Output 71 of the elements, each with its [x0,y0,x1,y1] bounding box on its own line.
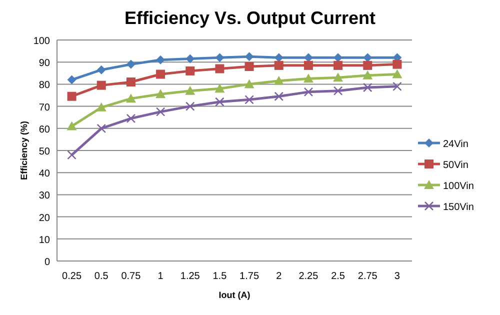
point [303,74,314,83]
point [156,107,166,116]
x-tick-label: 1.75 [240,271,260,282]
y-tick-label: 10 [38,234,50,246]
point [126,77,136,86]
point [392,82,402,92]
y-tick-label: 0 [44,257,50,268]
point [96,102,106,112]
point [274,60,284,70]
y-tick-label: 60 [38,124,50,136]
y-tick-label: 30 [38,190,50,202]
point [186,54,195,64]
point [274,92,284,102]
point [362,70,373,80]
point [244,95,254,104]
legend-label: 24Vin [443,139,468,150]
x-tick-label: 1.25 [180,271,200,282]
y-tick-label: 40 [38,168,50,180]
x-axis-title: Iout (A) [218,290,250,300]
point [274,76,284,85]
y-axis-title: Efficiency (%) [19,120,29,180]
point [244,79,254,88]
point [156,70,166,79]
y-tick-label: 50 [38,146,50,158]
legend-label: 150Vin [443,202,474,213]
point [244,62,254,72]
point [304,87,314,97]
x-tick-label: 0.5 [94,271,109,282]
point [185,102,195,111]
x-tick-label: 3 [394,271,400,282]
point [334,60,343,70]
point [66,121,77,130]
point [363,60,372,70]
x-tick-label: 2.75 [358,271,378,282]
y-tick-label: 90 [38,58,50,70]
legend-label: 50Vin [443,160,468,171]
x-tick-label: 2.5 [331,271,346,282]
point [186,66,195,76]
point [304,60,313,70]
point [214,84,225,93]
x-tick-label: 0.25 [62,271,82,282]
point [392,60,402,69]
point [156,89,166,98]
legend-label: 100Vin [443,181,474,192]
point [67,92,76,101]
x-tick-label: 1 [158,271,164,282]
point [185,86,196,95]
point [215,53,224,62]
y-tick-label: 70 [38,102,50,114]
x-tick-label: 2 [276,271,282,282]
point [392,69,402,78]
point [67,75,76,84]
point [96,65,106,74]
x-tick-label: 1.5 [212,271,228,282]
point [96,80,106,90]
point [362,82,372,92]
x-tick-label: 0.75 [121,271,142,282]
y-tick-label: 80 [38,80,50,92]
point [333,72,344,82]
point [126,60,136,69]
point [333,86,343,96]
point [126,114,136,124]
point [215,64,224,74]
y-tick-label: 20 [38,212,50,224]
y-tick-label: 100 [33,36,50,47]
point [67,150,76,160]
point [215,97,224,107]
x-tick-label: 2.25 [298,271,319,282]
chart-title: Efficiency Vs. Output Current [124,8,376,28]
point [96,124,106,134]
point [126,94,136,103]
